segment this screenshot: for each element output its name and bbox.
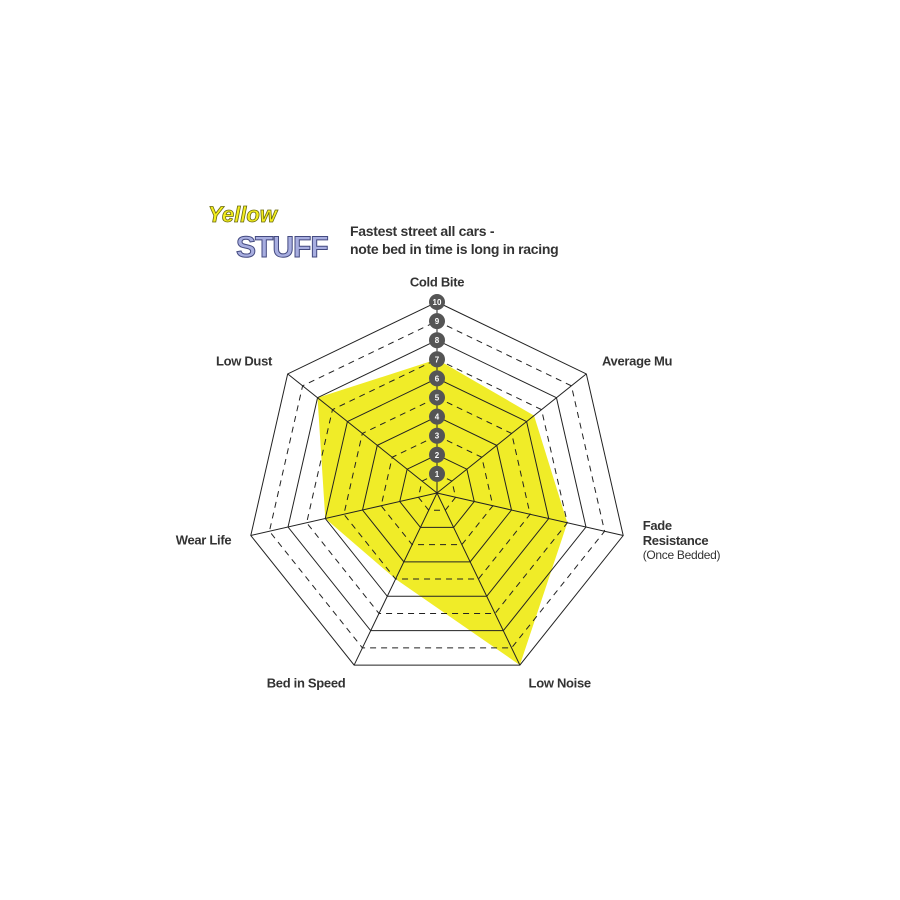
grid-ring bbox=[287, 339, 587, 632]
tick-label: 5 bbox=[435, 394, 440, 403]
axis-label: Low Dust bbox=[215, 353, 273, 369]
grid-ring bbox=[361, 416, 513, 563]
radar-area bbox=[317, 359, 568, 666]
axis-label-group: Low Dust bbox=[216, 354, 272, 369]
spoke bbox=[250, 492, 438, 536]
axis-label-group: Wear Life bbox=[176, 532, 232, 547]
tick-badge bbox=[429, 446, 445, 463]
spoke bbox=[436, 492, 624, 536]
tick-badge bbox=[429, 389, 445, 406]
tick-badge bbox=[429, 332, 445, 349]
tick-label: 7 bbox=[435, 355, 440, 364]
tick-label: 3 bbox=[435, 432, 440, 441]
axis-label: Wear Life bbox=[175, 532, 232, 548]
tick-label: 10 bbox=[433, 298, 442, 307]
grid-ring bbox=[250, 301, 624, 666]
tick-badge bbox=[429, 408, 445, 425]
tick-badge bbox=[429, 370, 445, 387]
spoke bbox=[436, 492, 521, 666]
axis-label: Fade Resistance bbox=[642, 517, 709, 548]
tick-label: 8 bbox=[435, 336, 440, 345]
tick-label: 1 bbox=[435, 470, 440, 479]
grid-ring bbox=[324, 377, 550, 597]
tick-badge bbox=[429, 465, 445, 482]
grid-ring bbox=[268, 320, 606, 649]
tick-label: 4 bbox=[435, 413, 440, 422]
tick-badge bbox=[429, 427, 445, 444]
spoke bbox=[436, 373, 587, 494]
tick-label: 2 bbox=[435, 451, 440, 460]
tick-badge bbox=[429, 351, 445, 368]
axis-label-group: Average Mu bbox=[601, 353, 673, 369]
logo-stuff: STUFF bbox=[236, 231, 328, 264]
axis-label-group: Bed in Speed bbox=[267, 676, 346, 691]
chart-subtitle: note bed in time is long in racing bbox=[350, 241, 559, 257]
axis-label: Low Noise bbox=[528, 675, 592, 691]
grid-ring bbox=[399, 454, 475, 528]
chart-title: Fastest street all cars - bbox=[350, 223, 495, 239]
axis-label: Average Mu bbox=[601, 353, 673, 369]
axis-label-group: Cold Bite bbox=[409, 274, 465, 290]
tick-label: 6 bbox=[435, 374, 440, 383]
tick-label: 9 bbox=[435, 317, 440, 326]
grid-ring bbox=[417, 473, 457, 511]
axis-annotation: (Once Bedded) bbox=[642, 547, 721, 562]
grid-ring bbox=[380, 435, 494, 546]
spoke bbox=[353, 492, 438, 666]
axis-label-group: Low Noise bbox=[528, 675, 592, 691]
spoke bbox=[287, 373, 438, 494]
tick-badge bbox=[429, 294, 445, 310]
logo-yellow: Yellow bbox=[208, 202, 279, 227]
axis-label: Bed in Speed bbox=[266, 675, 346, 691]
axis-label-group: Fade Resistance (Once Bedded) bbox=[643, 518, 723, 562]
axis-label: Cold Bite bbox=[409, 274, 465, 290]
grid-ring bbox=[306, 358, 568, 614]
grid-ring bbox=[343, 396, 531, 580]
tick-badge bbox=[429, 313, 445, 330]
